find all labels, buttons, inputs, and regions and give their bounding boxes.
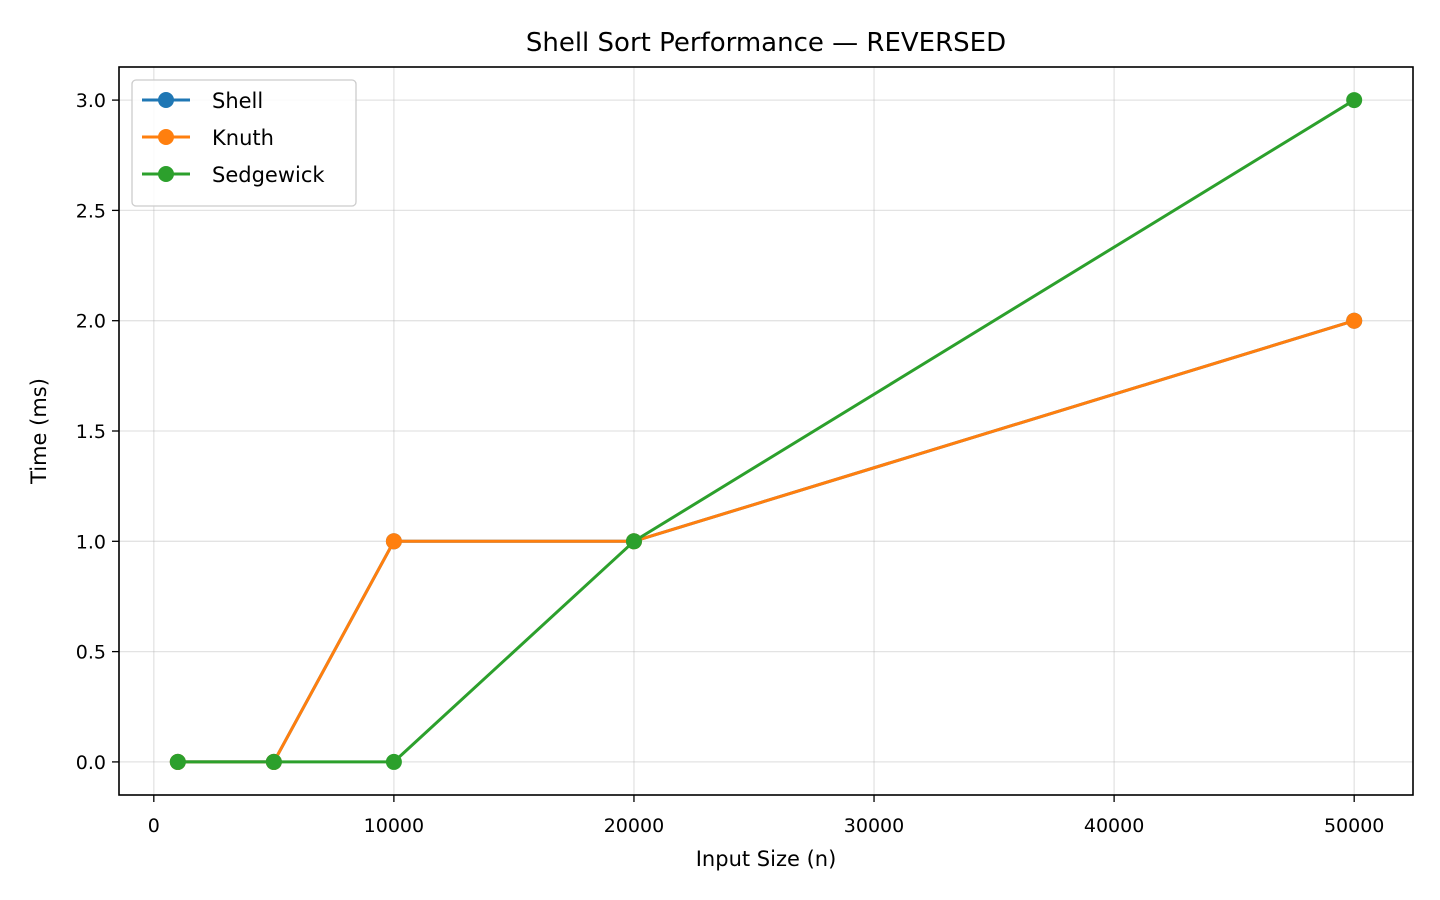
- series-sedgewick: [169, 92, 1363, 770]
- y-tick-label: 2.0: [76, 311, 106, 333]
- y-tick-label: 1.0: [76, 531, 106, 553]
- legend-label: Shell: [212, 89, 263, 113]
- y-tick-label: 3.0: [76, 90, 106, 112]
- legend-item-sedgewick: Sedgewick: [142, 163, 325, 187]
- x-tick-label: 10000: [364, 815, 424, 837]
- y-tick-label: 2.5: [76, 200, 106, 222]
- legend-marker-swatch: [158, 166, 174, 182]
- x-tick-label: 20000: [604, 815, 664, 837]
- x-tick-label: 50000: [1324, 815, 1384, 837]
- y-axis-label: Time (ms): [27, 378, 51, 485]
- data-point-sedgewick: [1346, 92, 1363, 109]
- legend-marker-swatch: [158, 129, 174, 145]
- data-point-sedgewick: [169, 753, 186, 770]
- data-point-knuth: [385, 533, 402, 550]
- legend-item-shell: Shell: [142, 89, 263, 113]
- data-point-sedgewick: [625, 533, 642, 550]
- x-tick-label: 30000: [844, 815, 904, 837]
- x-tick-label: 40000: [1084, 815, 1144, 837]
- y-tick-label: 0.0: [76, 752, 106, 774]
- x-axis-label: Input Size (n): [696, 847, 837, 871]
- data-point-sedgewick: [265, 753, 282, 770]
- legend: Shell Knuth Sedgewick: [131, 79, 357, 207]
- data-point-knuth: [1346, 312, 1363, 329]
- chart-title: Shell Sort Performance — REVERSED: [526, 28, 1006, 58]
- tick-layer: 0 10000 20000 30000 40000 50000 0.0 0.5 1.0 1.5 2.…: [76, 90, 1385, 837]
- series-layer: [169, 92, 1363, 770]
- legend-item-knuth: Knuth: [142, 126, 274, 150]
- legend-label: Knuth: [212, 126, 274, 150]
- y-tick-label: 1.5: [76, 421, 106, 443]
- x-tick-label: 0: [148, 815, 160, 837]
- y-tick-label: 0.5: [76, 642, 106, 664]
- legend-marker-swatch: [158, 92, 174, 108]
- legend-label: Sedgewick: [212, 163, 325, 187]
- data-point-sedgewick: [385, 753, 402, 770]
- grid-layer: [119, 67, 1413, 795]
